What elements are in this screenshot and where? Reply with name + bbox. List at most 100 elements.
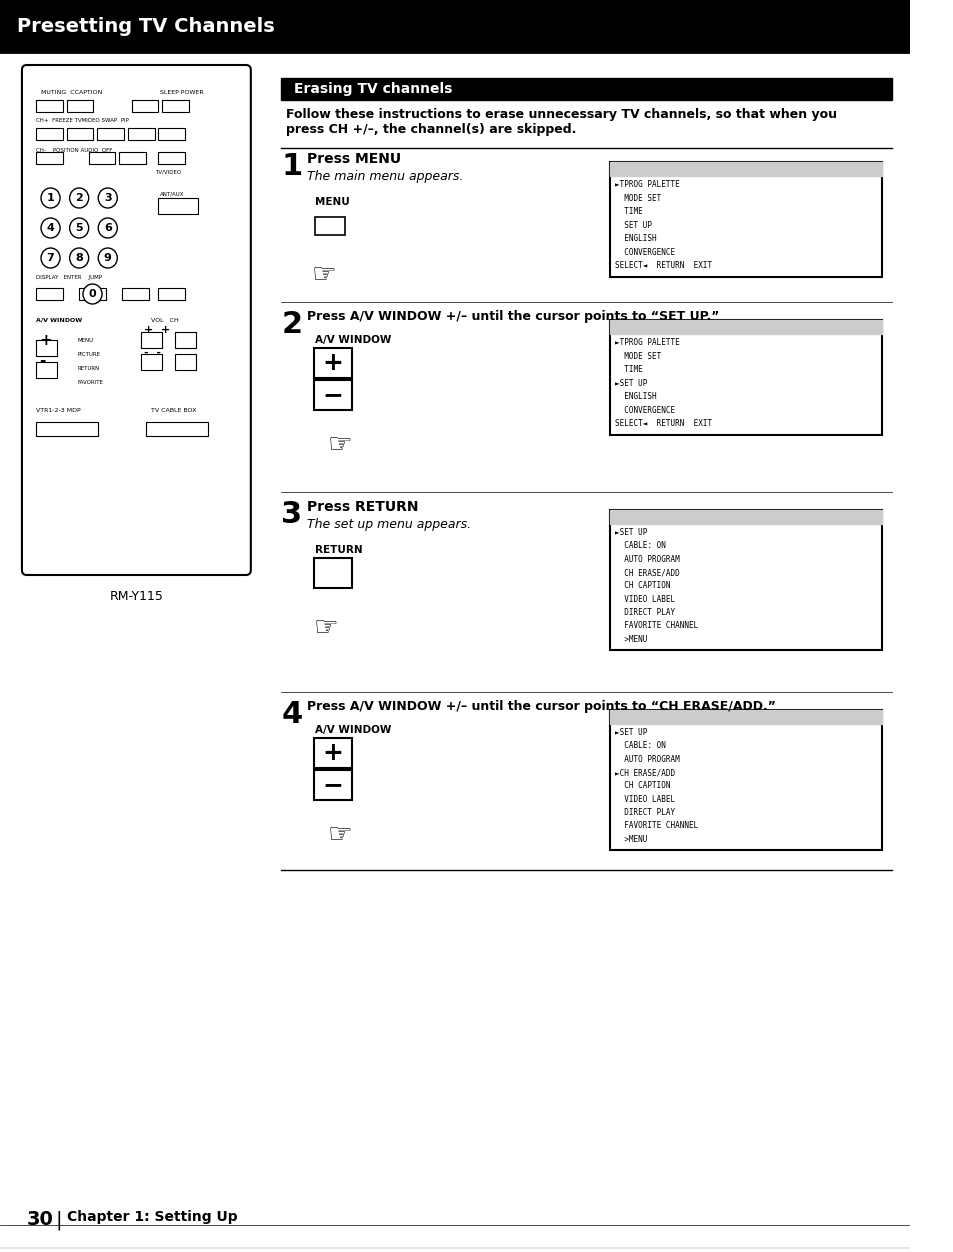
Text: 2: 2: [281, 310, 302, 339]
Text: Presetting TV Channels: Presetting TV Channels: [17, 16, 274, 35]
Text: DISPLAY   ENTER    JUMP: DISPLAY ENTER JUMP: [36, 275, 102, 280]
Text: +: +: [322, 351, 343, 376]
Text: CONVERGENCE: CONVERGENCE: [615, 248, 675, 257]
Text: 7: 7: [47, 253, 54, 263]
Bar: [174, 332, 195, 348]
Bar: [610, 510, 882, 525]
Text: 9: 9: [104, 253, 112, 263]
Bar: [36, 422, 98, 436]
Bar: [158, 198, 198, 214]
Text: VTR1-2-3 MDP: VTR1-2-3 MDP: [36, 408, 81, 413]
Text: A/V WINDOW: A/V WINDOW: [36, 318, 82, 323]
FancyBboxPatch shape: [314, 348, 352, 378]
Text: CH CAPTION: CH CAPTION: [615, 781, 670, 790]
Text: SELECT◄  RETURN  EXIT: SELECT◄ RETURN EXIT: [615, 262, 712, 270]
Bar: [119, 151, 146, 164]
Text: 6: 6: [104, 223, 112, 233]
Text: SELECT◄  RETURN  EXIT: SELECT◄ RETURN EXIT: [615, 419, 712, 428]
Text: Chapter 1: Setting Up: Chapter 1: Setting Up: [67, 1209, 237, 1224]
Text: 4: 4: [47, 223, 54, 233]
Text: ENGLISH: ENGLISH: [615, 234, 656, 243]
Bar: [158, 288, 185, 300]
Circle shape: [70, 218, 89, 238]
Text: RM-Y115: RM-Y115: [110, 590, 163, 603]
Text: 5: 5: [75, 223, 83, 233]
Circle shape: [41, 248, 60, 268]
Bar: [610, 321, 882, 334]
Text: TV CABLE BOX: TV CABLE BOX: [151, 408, 196, 413]
Bar: [0, 0, 909, 53]
Text: 3: 3: [104, 193, 112, 203]
FancyBboxPatch shape: [610, 710, 882, 850]
Bar: [314, 217, 345, 235]
Text: CH-    POSITION AUDIO  OFF: CH- POSITION AUDIO OFF: [36, 148, 112, 153]
Text: ►TPROG PALETTE: ►TPROG PALETTE: [615, 338, 679, 347]
Bar: [141, 332, 162, 348]
Bar: [97, 128, 124, 140]
Bar: [67, 128, 93, 140]
Text: ☞: ☞: [328, 431, 353, 459]
FancyBboxPatch shape: [610, 321, 882, 434]
Text: 4: 4: [281, 700, 302, 729]
Bar: [174, 354, 195, 371]
Bar: [36, 100, 63, 111]
Text: >MENU: >MENU: [615, 835, 647, 844]
Text: VIDEO LABEL: VIDEO LABEL: [615, 595, 675, 603]
Circle shape: [70, 248, 89, 268]
Text: 2: 2: [75, 193, 83, 203]
Circle shape: [83, 284, 102, 304]
Text: ☞: ☞: [314, 613, 338, 642]
Text: Press MENU: Press MENU: [307, 151, 401, 167]
Text: Press RETURN: Press RETURN: [307, 500, 418, 515]
Text: AUTO PROGRAM: AUTO PROGRAM: [615, 755, 679, 764]
Text: -: -: [39, 353, 46, 368]
Text: CH+  FREEZE TVMIDEO SWAP  PIP: CH+ FREEZE TVMIDEO SWAP PIP: [36, 118, 129, 123]
Bar: [122, 288, 149, 300]
Text: −: −: [322, 772, 343, 798]
Bar: [281, 78, 891, 100]
Bar: [132, 100, 158, 111]
Circle shape: [98, 218, 117, 238]
Text: -  -: - -: [144, 348, 161, 358]
FancyBboxPatch shape: [314, 737, 352, 767]
Text: The main menu appears.: The main menu appears.: [307, 170, 463, 183]
Bar: [36, 151, 63, 164]
Text: A/V WINDOW: A/V WINDOW: [314, 336, 391, 346]
Text: FAVORITE CHANNEL: FAVORITE CHANNEL: [615, 621, 698, 630]
Text: SLEEP POWER: SLEEP POWER: [160, 90, 204, 95]
Text: ENGLISH: ENGLISH: [615, 392, 656, 402]
Text: +  +: + +: [144, 326, 170, 336]
Text: 30: 30: [27, 1209, 53, 1229]
Text: 1: 1: [281, 151, 302, 182]
Text: MENU: MENU: [314, 197, 349, 207]
Text: ►SET UP: ►SET UP: [615, 378, 647, 388]
Text: TIME: TIME: [615, 207, 642, 217]
Text: FAVORITE CHANNEL: FAVORITE CHANNEL: [615, 821, 698, 830]
FancyBboxPatch shape: [610, 162, 882, 277]
Bar: [162, 100, 189, 111]
Text: TV/VIDEO: TV/VIDEO: [155, 170, 181, 175]
Text: +: +: [322, 741, 343, 765]
Text: ►SET UP: ►SET UP: [615, 727, 647, 737]
Text: DIRECT PLAY: DIRECT PLAY: [615, 808, 675, 818]
Text: ☞: ☞: [312, 260, 336, 289]
Text: 3: 3: [281, 500, 302, 530]
Text: MODE SET: MODE SET: [615, 352, 660, 361]
Text: ►CH ERASE/ADD: ►CH ERASE/ADD: [615, 767, 675, 777]
Text: 0: 0: [89, 289, 96, 299]
Text: TIME: TIME: [615, 366, 642, 374]
Bar: [128, 128, 154, 140]
Text: 8: 8: [75, 253, 83, 263]
Text: >MENU: >MENU: [615, 635, 647, 644]
Text: |: |: [55, 1209, 62, 1229]
Bar: [36, 362, 57, 378]
Circle shape: [70, 188, 89, 208]
FancyBboxPatch shape: [314, 558, 352, 588]
Text: CH CAPTION: CH CAPTION: [615, 581, 670, 591]
FancyBboxPatch shape: [314, 381, 352, 409]
Circle shape: [98, 188, 117, 208]
Bar: [89, 151, 115, 164]
Text: CONVERGENCE: CONVERGENCE: [615, 406, 675, 414]
Text: VIDEO LABEL: VIDEO LABEL: [615, 795, 675, 804]
Text: Erasing TV channels: Erasing TV channels: [294, 81, 452, 96]
